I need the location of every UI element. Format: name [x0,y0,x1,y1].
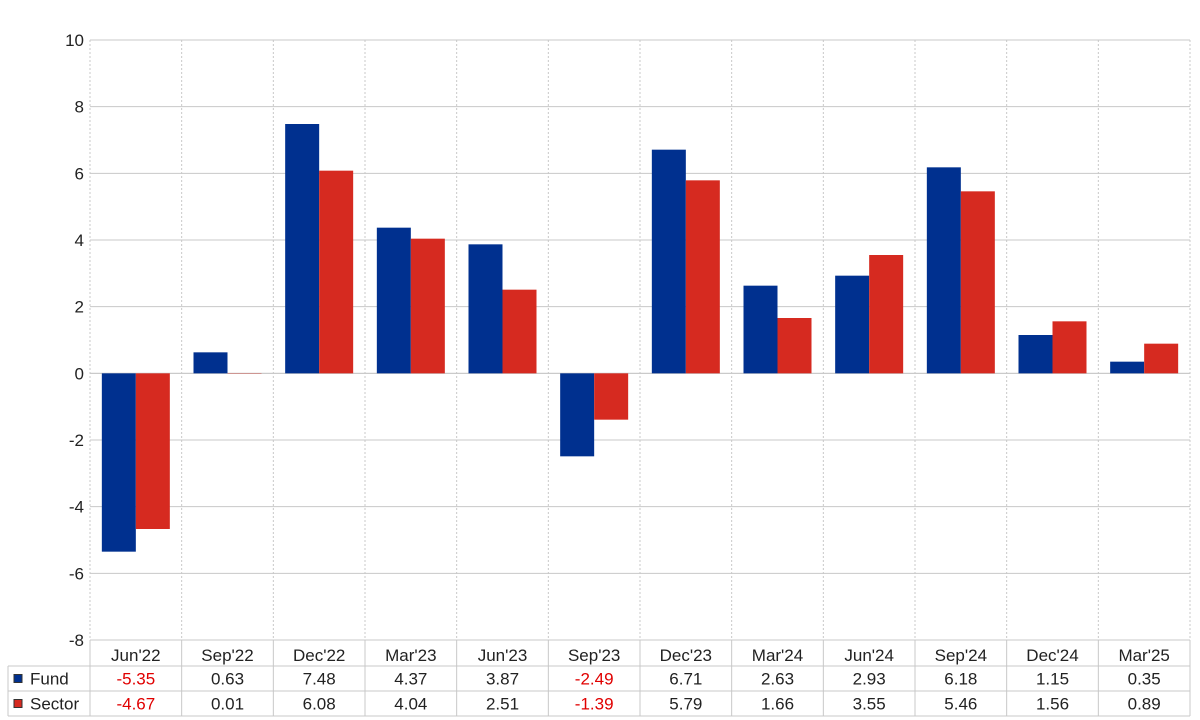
legend-label-fund: Fund [30,670,69,689]
bar-sector-7 [777,318,812,374]
bar-sector-10 [1052,321,1087,374]
data-label-fund-4: 3.87 [486,670,519,689]
bar-fund-7 [743,285,778,374]
y-tick-label: 6 [75,164,84,183]
y-tick-label: 8 [75,98,84,117]
y-tick-label: 2 [75,298,84,317]
bar-fund-4 [468,244,503,374]
y-tick-label: -6 [69,564,84,583]
data-label-fund-0: -5.35 [116,670,155,689]
data-label-fund-1: 0.63 [211,670,244,689]
x-category-label: Jun'24 [844,646,894,665]
bar-sector-11 [1144,343,1179,374]
data-label-sector-11: 0.89 [1128,695,1161,714]
x-category-label: Jun'23 [478,646,528,665]
y-tick-label: 10 [65,31,84,50]
data-label-sector-2: 6.08 [303,695,336,714]
data-label-sector-1: 0.01 [211,695,244,714]
bar-sector-4 [502,289,537,374]
x-category-label: Dec'22 [293,646,345,665]
bar-sector-8 [869,255,904,374]
legend-swatch-sector [13,699,23,708]
data-label-fund-2: 7.48 [303,670,336,689]
bar-fund-9 [926,167,961,374]
legend-swatch-fund [13,674,23,683]
grid [89,39,1191,641]
y-tick-label: -8 [69,631,84,650]
bar-sector-3 [410,238,445,374]
y-axis-ticks: 10 8 6 4 2 0 -2 -4 -6 -8 [65,31,84,650]
data-label-fund-8: 2.93 [853,670,886,689]
legend-label-sector: Sector [30,695,79,714]
x-category-label: Mar'23 [385,646,436,665]
x-category-label: Sep'23 [568,646,620,665]
data-label-sector-10: 1.56 [1036,695,1069,714]
bar-fund-2 [285,124,320,374]
x-category-label: Mar'24 [752,646,803,665]
bar-sector-9 [960,191,995,374]
bar-fund-3 [376,227,411,374]
bar-sector-0 [135,373,170,529]
bar-fund-5 [560,373,595,457]
y-tick-label: -2 [69,431,84,450]
x-category-label: Dec'24 [1026,646,1078,665]
data-label-fund-10: 1.15 [1036,670,1069,689]
bar-fund-6 [651,149,686,374]
data-label-sector-4: 2.51 [486,695,519,714]
data-label-sector-6: 5.79 [669,695,702,714]
data-label-sector-0: -4.67 [116,695,155,714]
data-label-sector-9: 5.46 [944,695,977,714]
x-axis-categories: Jun'22 Sep'22 Dec'22 Mar'23 Jun'23 Sep'23 Dec'… [111,646,1170,665]
bar-fund-10 [1018,335,1053,374]
bar-sector-5 [594,373,629,420]
x-category-label: Jun'22 [111,646,161,665]
x-category-label: Dec'23 [660,646,712,665]
data-label-sector-8: 3.55 [853,695,886,714]
data-label-fund-3: 4.37 [394,670,427,689]
data-label-fund-6: 6.71 [669,670,702,689]
x-category-label: Sep'22 [201,646,253,665]
y-tick-label: 0 [75,364,84,383]
bar-sector-2 [319,170,354,374]
data-label-fund-9: 6.18 [944,670,977,689]
bar-fund-11 [1110,361,1145,374]
data-label-sector-3: 4.04 [394,695,427,714]
bar-fund-8 [835,275,870,374]
x-category-label: Mar'25 [1118,646,1169,665]
x-category-label: Sep'24 [935,646,987,665]
y-tick-label: -4 [69,498,84,517]
data-label-fund-7: 2.63 [761,670,794,689]
data-label-sector-7: 1.66 [761,695,794,714]
data-table: Fund -5.35 0.63 7.48 4.37 3.87 -2.49 6.71 2.63 2.… [7,640,1191,717]
bar-fund-1 [193,352,228,374]
bar-fund-0 [101,373,136,552]
bars [101,124,1179,552]
data-label-fund-11: 0.35 [1128,670,1161,689]
data-label-fund-5: -2.49 [575,670,614,689]
data-label-sector-5: -1.39 [575,695,614,714]
y-tick-label: 4 [75,231,84,250]
bar-sector-6 [685,180,720,374]
